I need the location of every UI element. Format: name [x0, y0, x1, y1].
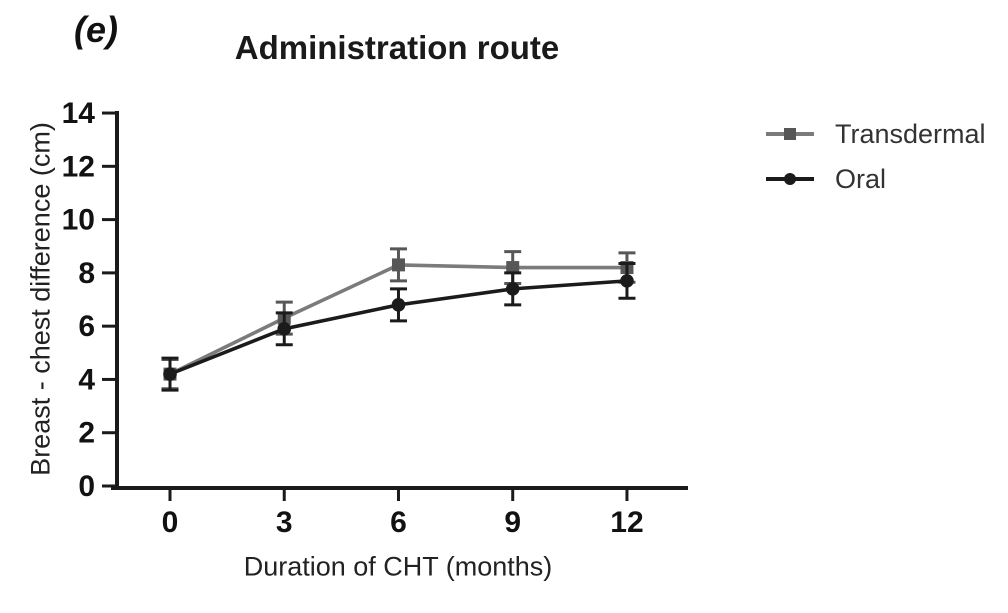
x-axis-label: Duration of CHT (months) — [243, 551, 553, 582]
y-tick-label: 0 — [78, 470, 95, 503]
x-tick-label: 9 — [504, 506, 521, 539]
circle-marker — [163, 367, 177, 381]
y-tick-label: 6 — [78, 310, 95, 343]
chart-title: Administration route — [234, 29, 560, 66]
circle-marker — [620, 274, 634, 288]
legend: Transdermal Oral — [766, 117, 986, 207]
square-marker — [506, 261, 520, 275]
x-tick-label: 12 — [610, 506, 643, 539]
y-tick-label: 2 — [78, 417, 95, 450]
oral-circle-marker-icon — [766, 171, 814, 187]
legend-item-transdermal: Transdermal — [766, 117, 986, 151]
square-marker — [391, 258, 405, 272]
series-oral — [161, 262, 636, 392]
circle-marker — [391, 298, 406, 312]
y-tick-label: 4 — [78, 363, 95, 396]
x-tick-label: 0 — [162, 506, 179, 539]
circle-marker — [505, 282, 520, 296]
y-tick-label: 14 — [62, 97, 96, 130]
y-tick-label: 12 — [62, 150, 95, 183]
panel-label: (e) — [74, 9, 118, 50]
legend-label: Oral — [835, 163, 887, 194]
circle-marker — [277, 322, 292, 336]
y-tick-label: 8 — [78, 257, 95, 290]
legend-item-oral: Oral — [766, 162, 986, 196]
legend-label: Transdermal — [835, 118, 986, 149]
x-tick-label: 6 — [390, 506, 407, 539]
transdermal-square-marker-icon — [766, 126, 814, 142]
y-tick-label: 10 — [62, 204, 95, 237]
x-tick-label: 3 — [276, 506, 293, 539]
